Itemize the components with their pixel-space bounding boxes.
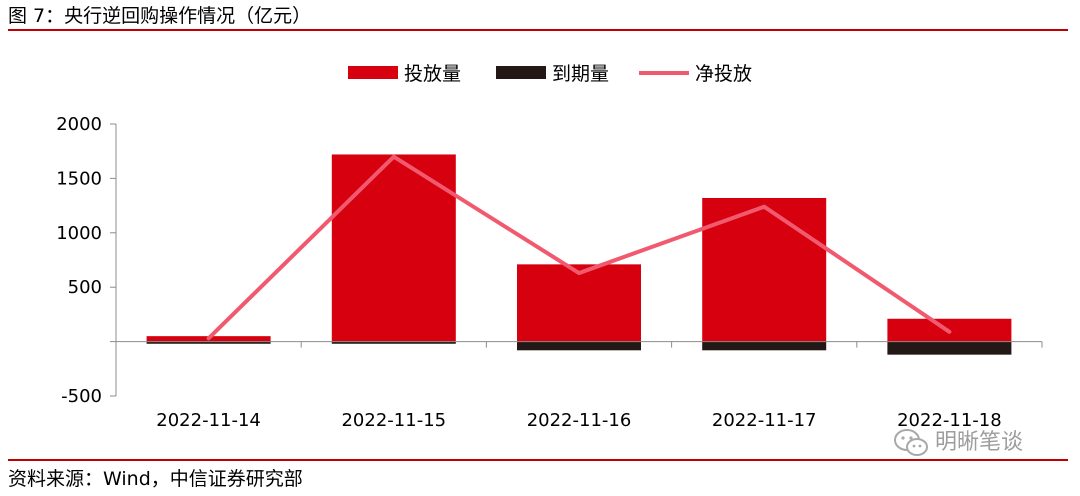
legend-maturity-label: 到期量 <box>552 63 609 85</box>
source-rule <box>8 459 1068 461</box>
wechat-icon <box>894 429 928 456</box>
legend-maturity: 到期量 <box>496 63 609 85</box>
bar-issuance-2 <box>517 264 641 342</box>
y-tick-label: 1500 <box>56 168 102 189</box>
y-tick-label: 500 <box>68 277 102 298</box>
legend-net: 净投放 <box>639 63 752 85</box>
x-tick-label: 2022-11-14 <box>156 410 261 431</box>
line-layer <box>206 154 952 341</box>
watermark: 明晰笔谈 <box>893 428 1023 458</box>
bars-layer <box>146 154 1012 355</box>
figure-title: 图 7：央行逆回购操作情况（亿元） <box>8 5 312 27</box>
bar-issuance-3 <box>702 197 827 342</box>
bar-maturity-4 <box>887 341 1012 355</box>
legend-issuance-label: 投放量 <box>404 63 461 85</box>
y-tick-label: 1000 <box>56 223 102 244</box>
x-tick-label: 2022-11-18 <box>897 410 1002 431</box>
title-rule <box>8 29 1068 31</box>
bar-maturity-0 <box>146 341 271 344</box>
axes-layer <box>110 123 1043 397</box>
y-tick-label: -500 <box>61 386 102 407</box>
tick-labels: -500 500 1000 1500 2000 2022-11-14 2022-11-15 2… <box>56 114 1002 431</box>
bar-maturity-2 <box>517 341 641 351</box>
net-issuance-point-1 <box>392 155 396 159</box>
legend-net-label: 净投放 <box>695 63 752 85</box>
bar-maturity-3 <box>702 341 827 351</box>
figure-source: 资料来源：Wind，中信证券研究部 <box>8 468 303 490</box>
legend: 投放量 到期量 净投放 <box>348 63 752 85</box>
legend-issuance-swatch <box>348 66 398 79</box>
legend-issuance: 投放量 <box>348 63 461 85</box>
y-tick-label: 2000 <box>56 114 102 135</box>
net-issuance-point-4 <box>947 330 951 334</box>
net-issuance-point-2 <box>577 271 581 275</box>
x-tick-label: 2022-11-16 <box>527 410 632 431</box>
bar-issuance-1 <box>331 154 456 342</box>
net-issuance-point-3 <box>762 205 766 209</box>
bar-maturity-1 <box>331 341 456 344</box>
x-tick-label: 2022-11-15 <box>341 410 446 431</box>
x-tick-label: 2022-11-17 <box>712 410 817 431</box>
watermark-text: 明晰笔谈 <box>935 430 1024 455</box>
legend-maturity-swatch <box>496 66 546 79</box>
net-issuance-point-0 <box>207 336 211 340</box>
